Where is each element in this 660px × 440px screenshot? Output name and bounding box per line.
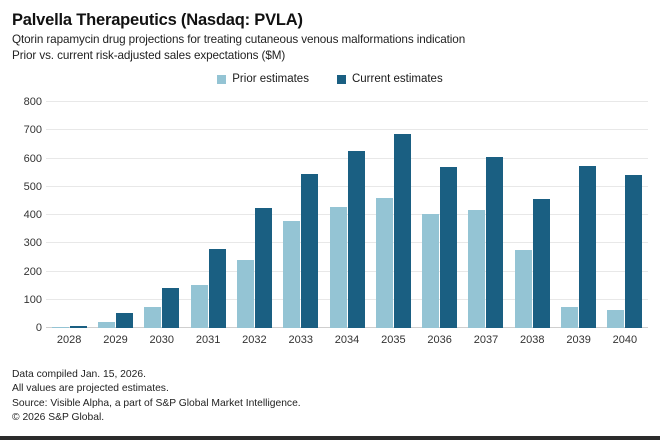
chart-header: Palvella Therapeutics (Nasdaq: PVLA) Qto… (0, 0, 660, 63)
bar-prior[interactable] (236, 260, 254, 328)
x-axis-tick-label: 2028 (56, 334, 82, 346)
chart-subtitle-line-1: Qtorin rapamycin drug projections for tr… (12, 33, 466, 46)
y-axis-tick-label: 200 (23, 265, 42, 278)
bar-current[interactable] (254, 207, 272, 328)
gridline (46, 298, 648, 300)
legend-item-label: Prior estimates (232, 73, 309, 85)
bar-current[interactable] (301, 174, 319, 328)
bar-prior[interactable] (144, 306, 162, 328)
bar-group (509, 102, 555, 328)
bar-prior[interactable] (607, 309, 625, 328)
gridline (46, 242, 648, 244)
x-axis-tick-label: 2040 (612, 334, 638, 346)
x-axis-tick-label: 2032 (242, 334, 267, 346)
x-axis-tick-label: 2034 (334, 334, 360, 346)
y-axis-labels: 0 100 200 300 400 500 600 700 800 (8, 96, 42, 334)
legend-swatch-prior (217, 74, 227, 84)
legend-item[interactable]: Prior estimates (217, 73, 309, 85)
bar-group (46, 102, 92, 328)
bar-prior[interactable] (561, 306, 579, 328)
gridline (46, 129, 648, 131)
x-axis-tick-label: 2030 (149, 334, 175, 346)
y-axis-tick-label: 500 (23, 180, 42, 193)
bar-groups (46, 102, 648, 328)
bar-prior[interactable] (514, 250, 532, 328)
y-axis-tick-label: 400 (23, 209, 42, 221)
bar-current[interactable] (393, 133, 411, 328)
footer-line-1: Data compiled Jan. 15, 2026. (12, 368, 146, 380)
bar-group (555, 102, 601, 328)
gridline (46, 157, 648, 159)
x-axis-tick-label: 2035 (381, 334, 406, 346)
chart-subtitle-line-2: Prior vs. current risk-adjusted sales ex… (12, 48, 286, 62)
bar-current[interactable] (625, 175, 643, 328)
bar-group (278, 102, 324, 328)
x-axis-tick-label: 2039 (566, 334, 591, 346)
bar-prior[interactable] (190, 285, 208, 328)
bar-current[interactable] (347, 151, 365, 328)
bar-current[interactable] (69, 325, 87, 328)
bar-current[interactable] (208, 249, 226, 328)
gridline (46, 185, 648, 187)
legend-item-label: Current estimates (351, 73, 443, 85)
bar-group (92, 102, 138, 328)
y-axis-tick-label: 600 (23, 152, 42, 165)
x-axis-tick-label: 2037 (473, 334, 499, 346)
chart-legend: Prior estimates Current estimates (0, 72, 660, 86)
x-axis-tick-label: 2033 (288, 334, 313, 346)
footer-line-3: Source: Visible Alpha, a part of S&P Glo… (12, 397, 301, 409)
bar-current[interactable] (162, 287, 180, 328)
bar-prior[interactable] (468, 209, 486, 328)
bar-prior[interactable] (375, 197, 393, 328)
bar-prior[interactable] (51, 326, 69, 328)
x-axis-tick-label: 2029 (103, 334, 128, 346)
gridline (46, 270, 648, 272)
bar-prior[interactable] (329, 206, 347, 328)
y-axis-tick-label: 300 (23, 237, 42, 250)
x-axis-labels: 2028 2029 2030 2031 2032 2033 2034 2035 2036 2037… (46, 334, 648, 346)
bar-prior[interactable] (422, 213, 440, 328)
bar-current[interactable] (115, 313, 133, 328)
legend-swatch-current (336, 74, 346, 84)
bar-group (602, 102, 648, 328)
x-axis-tick-label: 2031 (195, 334, 221, 346)
gridline (46, 327, 648, 328)
gridline (46, 101, 648, 102)
bar-group (139, 102, 185, 328)
y-axis-tick-label: 100 (23, 293, 42, 306)
chart-footer: Data compiled Jan. 15, 2026. All values … (12, 368, 301, 426)
footer-line-2: All values are projected estimates. (12, 383, 169, 395)
y-axis-tick-label: 0 (35, 322, 42, 334)
page-title: Palvella Therapeutics (Nasdaq: PVLA) (12, 11, 303, 29)
bar-group (185, 102, 231, 328)
bar-current[interactable] (486, 156, 504, 328)
y-axis-tick-label: 800 (23, 96, 42, 108)
footer-line-4: © 2026 S&P Global. (12, 412, 105, 424)
gridline (46, 214, 648, 215)
bar-current[interactable] (579, 166, 597, 328)
bar-group (463, 102, 509, 328)
bar-group (324, 102, 370, 328)
bar-prior[interactable] (97, 321, 115, 328)
gridlines (46, 101, 648, 328)
bar-current[interactable] (532, 199, 550, 328)
bar-group (417, 102, 463, 328)
y-axis-tick-label: 700 (23, 124, 42, 137)
bar-group (370, 102, 416, 328)
bar-prior[interactable] (283, 220, 301, 328)
x-axis-tick-label: 2036 (427, 334, 452, 346)
bar-group (231, 102, 277, 328)
legend-item[interactable]: Current estimates (336, 73, 443, 85)
x-axis-tick-label: 2038 (520, 334, 545, 346)
chart-area: 0 100 200 300 400 500 600 700 800 2028 2029 2030 20… (8, 92, 650, 346)
plot-area (46, 101, 648, 328)
bar-current[interactable] (440, 166, 458, 328)
